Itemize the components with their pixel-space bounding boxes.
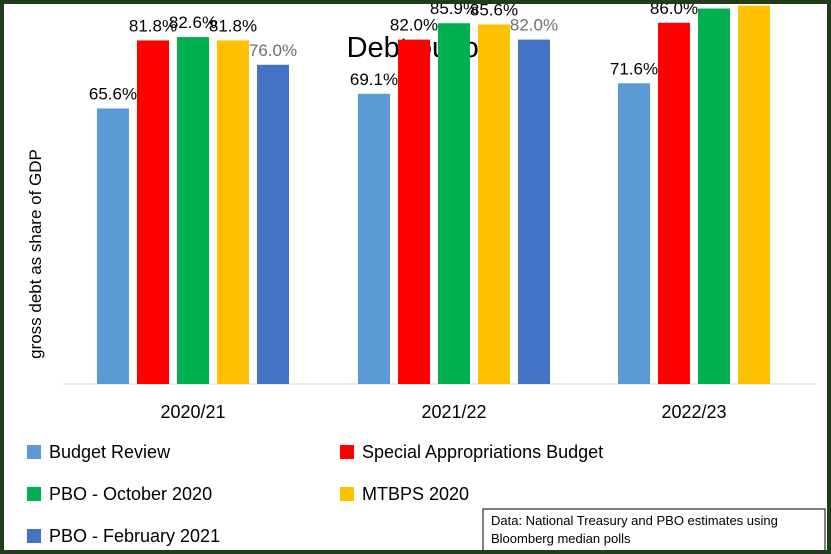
x-tick-label: 2020/21 [160,402,225,422]
data-label: 82.6% [169,13,217,32]
bar [478,24,510,384]
bar [618,83,650,384]
data-label: 71.6% [610,59,658,78]
data-label: 85.9% [430,4,478,18]
data-label: 76.0% [249,41,297,60]
bar [518,39,550,384]
data-label: 82.0% [390,16,438,35]
data-label: 81.8% [129,16,177,35]
bar [177,37,209,385]
legend-swatch [27,445,41,459]
legend-swatch [340,445,354,459]
note-line: Data: National Treasury and PBO estimate… [491,513,778,528]
x-tick-label: 2022/23 [661,402,726,422]
bar [698,8,730,385]
bar [658,22,690,385]
bar [738,5,770,385]
legend-label: Special Appropriations Budget [362,442,603,462]
data-label: 86.0% [650,4,698,18]
data-label: 82.0% [510,16,558,35]
legend-swatch [27,487,41,501]
data-label: 65.6% [89,84,137,103]
legend-label: PBO - February 2021 [49,526,220,546]
bar [97,108,129,384]
bar [358,93,390,384]
legend-swatch [27,529,41,543]
legend-label: PBO - October 2020 [49,484,212,504]
bar [398,39,430,384]
data-label: 85.6% [470,4,518,19]
legend-label: Budget Review [49,442,171,462]
bar [257,64,289,385]
legend-label: MTBPS 2020 [362,484,469,504]
y-axis-label: gross debt as share of GDP [26,149,45,359]
x-tick-label: 2021/22 [421,402,486,422]
data-label: 81.8% [209,16,257,35]
note-line: Bloomberg median polls [491,531,631,546]
debt-outlook-chart: Debt outlook gross debt as share of GDP … [26,4,826,550]
bar [438,23,470,384]
legend-swatch [340,487,354,501]
data-source-note: Data: National Treasury and PBO estimate… [482,508,826,550]
bar [217,40,249,384]
bar [137,40,169,384]
data-label: 69.1% [350,70,398,89]
